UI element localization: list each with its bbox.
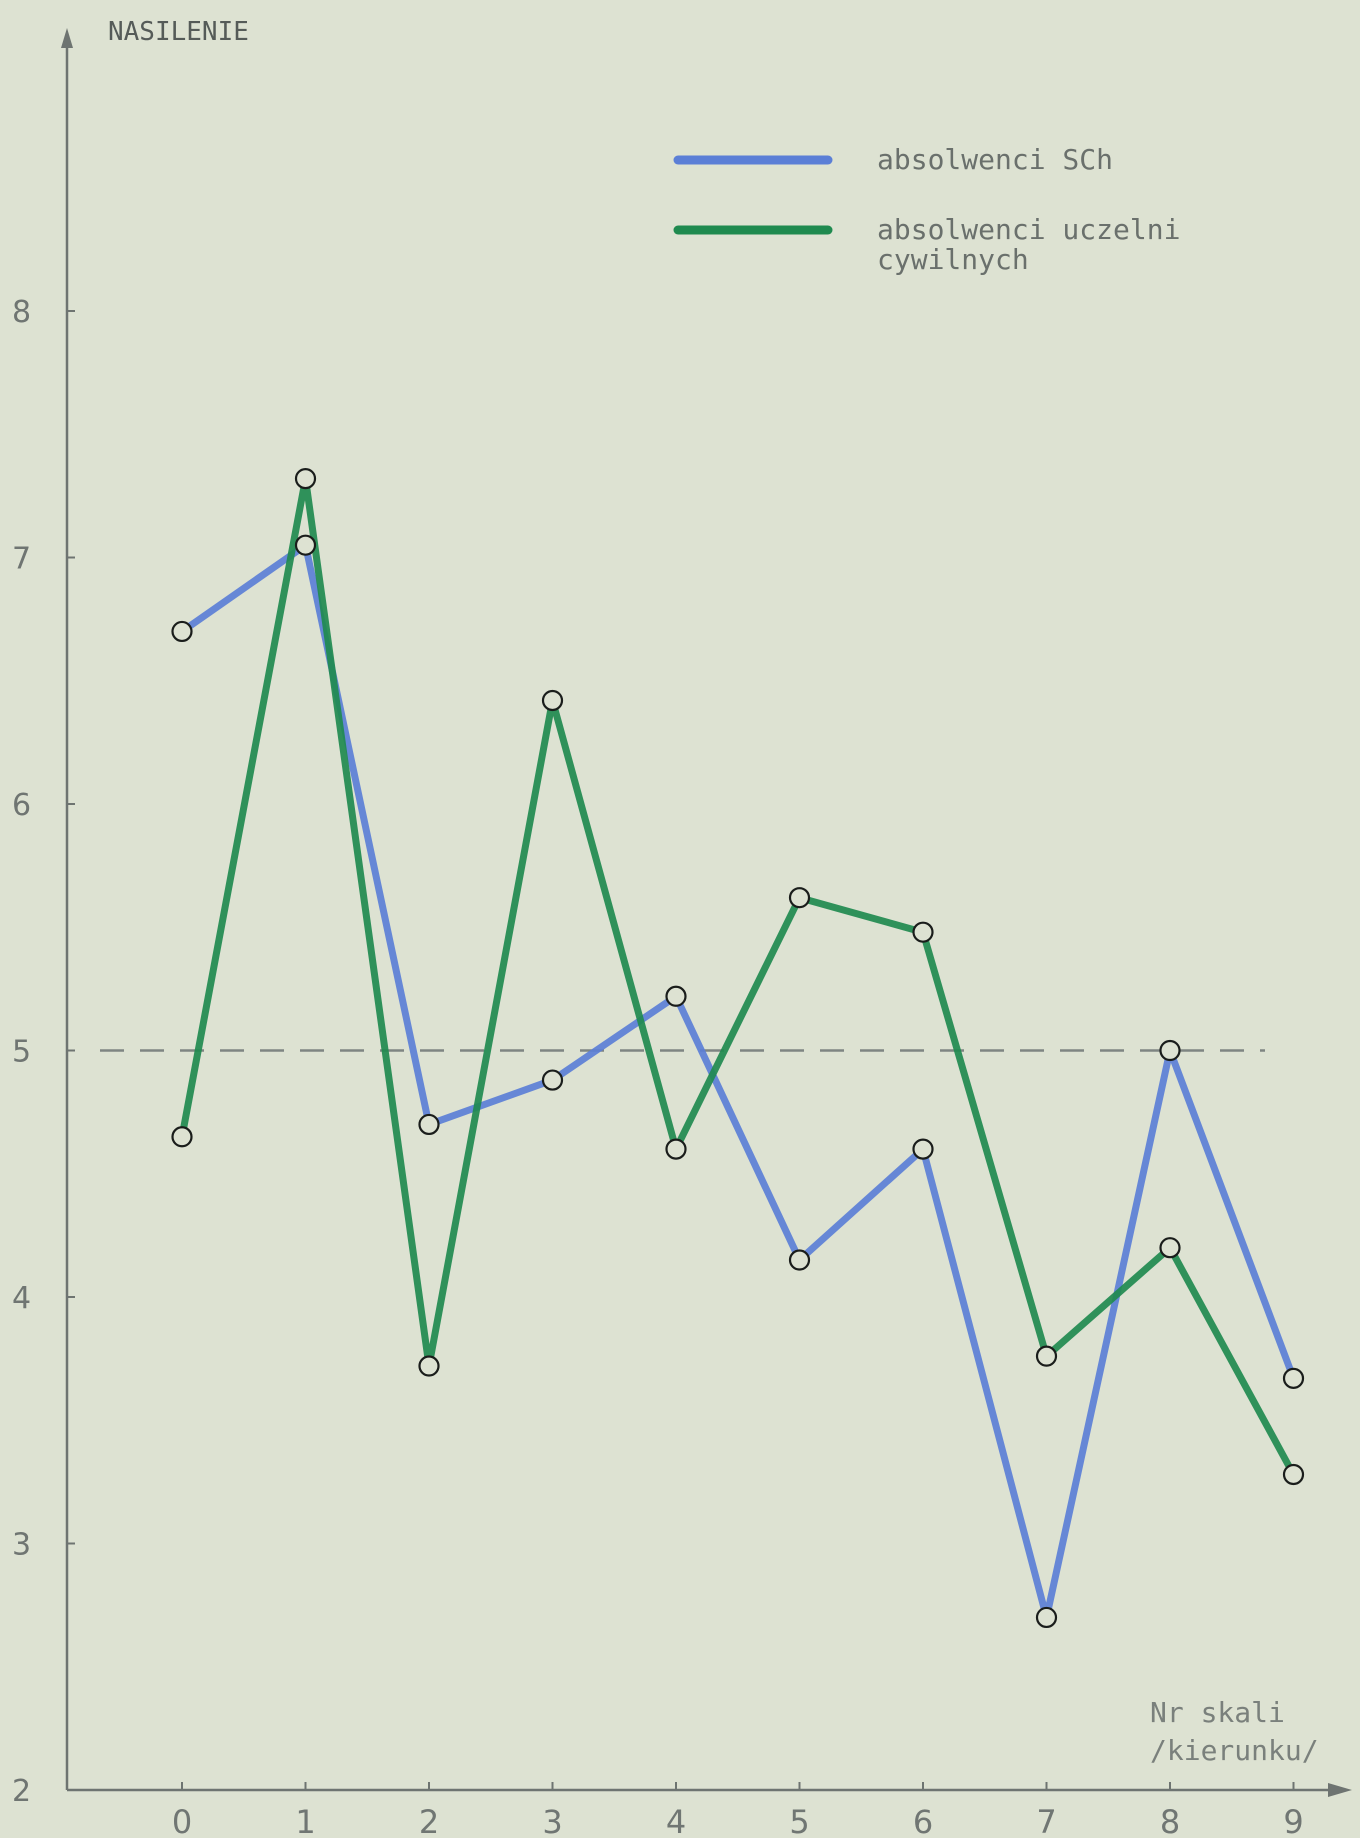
- x-tick-label: 5: [789, 1803, 809, 1838]
- data-point-s2: [1282, 1463, 1305, 1486]
- data-point-s2: [294, 468, 317, 490]
- y-tick-label: 3: [12, 1528, 31, 1563]
- data-point-s1: [1035, 1606, 1058, 1629]
- data-point-s1: [171, 620, 193, 643]
- data-point-s2: [788, 887, 811, 909]
- y-tick-label: 2: [12, 1774, 31, 1809]
- x-axis-label-line: /kierunku/: [1150, 1734, 1319, 1767]
- y-tick-label: 7: [12, 542, 31, 577]
- data-point-s2: [418, 1355, 440, 1377]
- data-point-s2: [171, 1126, 193, 1148]
- series-line-1: [178, 541, 1297, 1621]
- data-point-s1: [788, 1249, 811, 1271]
- x-tick-label: 7: [1036, 1803, 1056, 1838]
- data-point-s1: [541, 1069, 564, 1091]
- legend-label-1: absolwenci SCh: [877, 143, 1113, 176]
- x-axis-label-line: Nr skali: [1150, 1696, 1285, 1729]
- axes: [61, 28, 1352, 1797]
- data-point-s2: [541, 689, 564, 712]
- y-tick-label: 6: [12, 788, 31, 823]
- y-tick-label: 5: [12, 1035, 31, 1070]
- data-point-s2: [1035, 1345, 1058, 1367]
- data-point-s1: [1282, 1367, 1305, 1389]
- data-point-s1: [294, 534, 317, 556]
- data-point-s2: [665, 1138, 687, 1160]
- x-tick-label: 8: [1160, 1803, 1180, 1838]
- x-tick-label: 9: [1283, 1803, 1303, 1838]
- x-tick-label: 6: [913, 1803, 933, 1838]
- data-point-s2: [912, 921, 934, 943]
- x-axis-label: Nr skali/kierunku/: [1150, 1696, 1319, 1767]
- y-tick-label: 4: [12, 1281, 31, 1316]
- x-tick-label: 0: [172, 1803, 192, 1838]
- data-point-s1: [912, 1138, 934, 1160]
- data-point-s1: [418, 1113, 440, 1136]
- y-axis-arrow: [61, 28, 73, 48]
- legend-label-2: absolwenci uczelni: [877, 213, 1180, 246]
- legend: absolwenci SCh absolwenci uczelnicywilnyc…: [673, 143, 1180, 276]
- y-axis-label: NASILENIE: [108, 17, 249, 47]
- data-point-s1: [1159, 1039, 1181, 1062]
- x-tick-label: 2: [419, 1803, 439, 1838]
- x-axis-arrow: [1328, 1783, 1352, 1797]
- x-tick-label: 1: [295, 1803, 315, 1838]
- x-tick-label: 3: [542, 1803, 562, 1838]
- tick-labels: 2 3 4 5 6 7 8 0 1 2 3 4 5 6 7 8 9: [12, 295, 1304, 1838]
- y-tick-label: 8: [12, 295, 31, 330]
- series-line-2: [178, 475, 1297, 1478]
- legend-label-2: cywilnych: [877, 243, 1029, 276]
- data-point-s1: [665, 985, 687, 1007]
- data-point-s2: [1159, 1237, 1181, 1259]
- series-group: [171, 468, 1305, 1629]
- x-tick-label: 4: [666, 1803, 686, 1838]
